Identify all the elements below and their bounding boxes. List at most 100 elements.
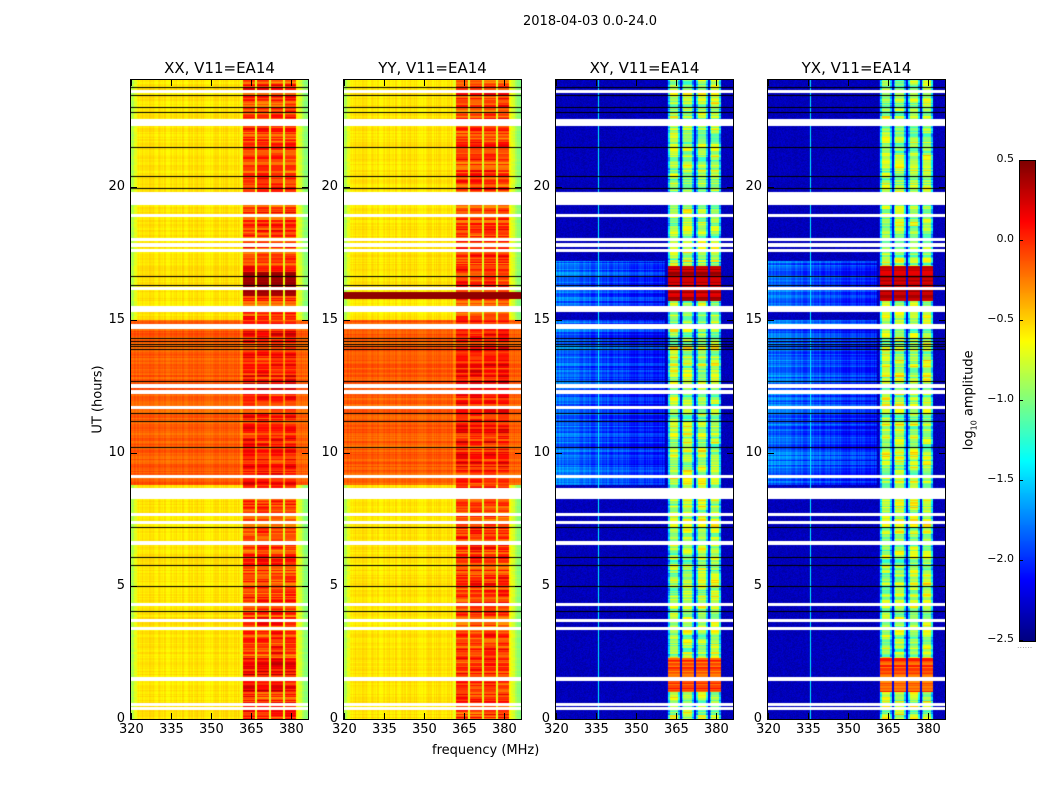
x-tick-label: 380	[491, 722, 517, 737]
y-tick	[768, 452, 774, 454]
y-tick	[768, 186, 774, 188]
y-tick	[344, 452, 350, 454]
x-tick-top	[556, 80, 557, 86]
y-tick	[768, 319, 774, 321]
y-tick-right	[939, 585, 945, 587]
x-tick-top	[887, 80, 889, 86]
x-tick	[887, 713, 889, 719]
colorbar-tick	[1019, 160, 1023, 161]
y-tick-label: 10	[321, 444, 338, 460]
colorbar-tick	[1019, 640, 1023, 641]
x-tick	[344, 713, 345, 719]
y-tick-right	[939, 186, 945, 188]
y-tick-right	[939, 719, 945, 720]
x-tick	[383, 713, 385, 719]
y-tick-right	[302, 719, 308, 720]
x-tick-top	[503, 80, 505, 86]
y-tick	[556, 585, 562, 587]
y-tick-right	[727, 452, 733, 454]
colorbar-tick-label: −0.5	[987, 312, 1014, 325]
y-tick-label: 5	[116, 577, 125, 593]
heatmap-panel-yy	[343, 79, 522, 720]
y-axis-label: UT (hours)	[90, 365, 106, 434]
y-tick	[344, 319, 350, 321]
colorbar-tick	[1019, 240, 1023, 241]
y-tick-right	[727, 319, 733, 321]
y-tick	[344, 719, 350, 720]
y-tick-right	[515, 186, 521, 188]
y-tick-right	[302, 452, 308, 454]
y-tick-right	[515, 585, 521, 587]
x-tick-top	[250, 80, 252, 86]
x-tick-top	[675, 80, 677, 86]
x-tick-top	[927, 80, 929, 86]
x-tick	[463, 713, 465, 719]
heatmap-panel-yx	[767, 79, 946, 720]
panel-title: XY, V11=EA14	[589, 59, 700, 77]
heatmap-image	[556, 80, 733, 719]
x-tick-label: 350	[623, 722, 649, 737]
x-tick	[210, 713, 212, 719]
x-tick	[170, 713, 172, 719]
y-tick	[131, 452, 137, 454]
x-tick	[847, 713, 849, 719]
x-tick-label: 335	[583, 722, 609, 737]
x-tick-label: 365	[663, 722, 689, 737]
x-tick-label: 320	[544, 722, 569, 737]
x-tick-label: 320	[119, 722, 144, 737]
x-tick-label: 335	[158, 722, 184, 737]
y-tick	[768, 719, 774, 720]
x-tick-label: 350	[198, 722, 224, 737]
x-tick	[807, 713, 809, 719]
x-tick-top	[210, 80, 212, 86]
y-tick-right	[302, 585, 308, 587]
colorbar-tick-label: −2.0	[987, 552, 1014, 565]
y-tick	[131, 319, 137, 321]
x-tick-label: 320	[756, 722, 781, 737]
y-tick-label: 15	[321, 311, 338, 327]
x-tick	[556, 713, 557, 719]
x-tick-top	[595, 80, 597, 86]
y-tick-label: 20	[533, 178, 550, 194]
y-tick-right	[727, 186, 733, 188]
x-tick-top	[768, 80, 769, 86]
y-tick-label: 20	[321, 178, 338, 194]
x-tick-label: 365	[238, 722, 264, 737]
y-tick	[131, 719, 137, 720]
colorbar-tick-label: 0.5	[996, 152, 1015, 165]
x-tick-label: 320	[332, 722, 357, 737]
panel-title: YY, V11=EA14	[378, 59, 487, 77]
x-tick	[423, 713, 425, 719]
colorbar	[1019, 160, 1036, 642]
x-tick-top	[423, 80, 425, 86]
x-tick	[503, 713, 505, 719]
x-tick	[250, 713, 252, 719]
x-tick-top	[290, 80, 292, 86]
heatmap-image	[768, 80, 945, 719]
colorbar-tick	[1019, 400, 1023, 401]
colorbar-tick	[1019, 480, 1023, 481]
colorbar-label-suffix: amplitude	[961, 350, 977, 421]
y-tick	[556, 719, 562, 720]
y-tick-label: 10	[108, 444, 125, 460]
y-tick-label: 0	[116, 711, 125, 726]
y-tick	[131, 186, 137, 188]
x-tick-top	[131, 80, 132, 86]
x-tick-top	[344, 80, 345, 86]
colorbar-tick-label: 0.0	[996, 232, 1015, 245]
colorbar-tick-label: −2.5	[987, 632, 1014, 645]
colorbar-footer: ......	[1017, 641, 1033, 650]
y-tick-label: 15	[533, 311, 550, 327]
y-tick-label: 5	[329, 577, 338, 593]
y-tick	[556, 319, 562, 321]
panel-title: YX, V11=EA14	[801, 59, 912, 77]
y-tick-label: 5	[753, 577, 762, 593]
x-tick-label: 335	[371, 722, 397, 737]
colorbar-tick	[1019, 560, 1023, 561]
y-tick-label: 15	[108, 311, 125, 327]
x-tick	[635, 713, 637, 719]
y-tick-right	[727, 585, 733, 587]
x-tick-label: 380	[278, 722, 304, 737]
y-tick	[556, 452, 562, 454]
y-tick-right	[515, 452, 521, 454]
